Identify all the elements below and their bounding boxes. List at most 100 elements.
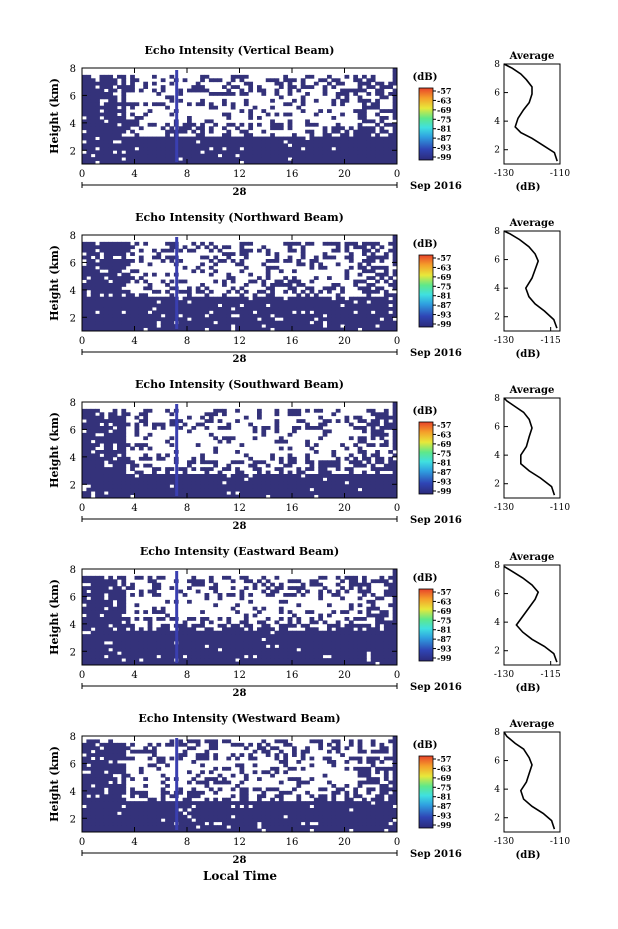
heatmap-cell xyxy=(108,460,114,465)
heatmap-cell xyxy=(191,480,197,485)
heatmap-cell xyxy=(200,644,205,649)
heatmap-cell xyxy=(90,474,96,478)
heatmap-cell xyxy=(143,436,149,441)
heatmap-cell xyxy=(270,122,275,127)
heatmap-cell xyxy=(222,467,227,471)
y-tick-label: 2 xyxy=(70,480,76,491)
heatmap-cell xyxy=(239,818,245,823)
heatmap-cell xyxy=(121,460,127,465)
heatmap-cell xyxy=(108,637,114,642)
heatmap-cell xyxy=(230,276,236,280)
heatmap-cell xyxy=(103,153,109,158)
heatmap-cell xyxy=(274,467,280,471)
heatmap-cell xyxy=(296,821,302,826)
heatmap-cell xyxy=(222,245,227,250)
heatmap-cell xyxy=(340,443,345,447)
profile-x-title: (dB) xyxy=(516,683,541,694)
heatmap-cell xyxy=(112,474,118,478)
heatmap-cell xyxy=(353,109,359,113)
heatmap-cell xyxy=(204,818,210,823)
heatmap-cell xyxy=(331,143,337,148)
heatmap-cell xyxy=(222,112,227,117)
heatmap-cell xyxy=(82,119,87,124)
heatmap-cell xyxy=(252,613,258,618)
heatmap-cell xyxy=(134,422,140,427)
heatmap-cell xyxy=(169,279,175,284)
heatmap-cell xyxy=(130,324,135,328)
profile-x-label: -130 xyxy=(494,169,514,179)
heatmap-cell xyxy=(379,412,385,417)
heatmap-cell xyxy=(375,828,380,833)
heatmap-cell xyxy=(178,589,184,594)
heatmap-cell xyxy=(226,122,232,127)
heatmap-cell xyxy=(318,136,324,141)
heatmap-cell xyxy=(200,647,205,652)
profile-line xyxy=(503,397,556,496)
heatmap-cell xyxy=(130,88,135,93)
heatmap-cell xyxy=(388,634,394,638)
heatmap-cell xyxy=(95,307,100,311)
heatmap-cell xyxy=(222,153,227,158)
heatmap-cell xyxy=(344,74,350,79)
heatmap-cell xyxy=(388,300,394,304)
heatmap-cell xyxy=(200,122,205,127)
heatmap-cell xyxy=(191,579,197,584)
heatmap-cell xyxy=(283,480,289,485)
heatmap-cell xyxy=(362,286,367,291)
heatmap-cell xyxy=(117,248,122,253)
heatmap-cell xyxy=(270,317,275,322)
heatmap-cell xyxy=(318,300,324,304)
heatmap-cell xyxy=(117,310,122,315)
heatmap-cell xyxy=(160,317,166,322)
heatmap-cell xyxy=(239,644,245,649)
heatmap-cell xyxy=(195,480,201,485)
heatmap-cell xyxy=(375,143,380,148)
heatmap-cell xyxy=(82,153,87,158)
heatmap-cell xyxy=(392,405,398,410)
heatmap-cell xyxy=(226,150,232,155)
heatmap-cell xyxy=(265,661,271,666)
heatmap-cell xyxy=(187,153,192,158)
heatmap-cell xyxy=(143,310,149,315)
heatmap-cell xyxy=(265,286,271,291)
heatmap-cell xyxy=(230,296,236,301)
heatmap-cell xyxy=(90,78,96,83)
heatmap-cell xyxy=(121,617,127,621)
heatmap-cell xyxy=(348,422,354,427)
heatmap-cell xyxy=(90,821,96,826)
heatmap-cell xyxy=(125,293,131,298)
heatmap-cell xyxy=(182,245,188,250)
heatmap-cell xyxy=(292,641,297,645)
heatmap-cell xyxy=(178,140,184,144)
heatmap-cell xyxy=(388,828,394,833)
colorbar-label: -99 xyxy=(437,653,452,663)
heatmap-cell xyxy=(82,122,87,127)
heatmap-cell xyxy=(305,157,310,161)
heatmap-cell xyxy=(138,320,144,325)
heatmap-cell xyxy=(103,136,109,141)
heatmap-cell xyxy=(388,85,394,89)
heatmap-cell xyxy=(103,129,109,134)
heatmap-cell xyxy=(90,300,96,304)
heatmap-cell xyxy=(195,133,201,137)
heatmap-cell xyxy=(265,300,271,304)
heatmap-cell xyxy=(261,477,267,482)
heatmap-cell xyxy=(357,439,363,444)
heatmap-cell xyxy=(134,821,140,826)
heatmap-cell xyxy=(125,814,131,819)
heatmap-cell xyxy=(388,477,394,482)
heatmap-cell xyxy=(313,307,319,311)
heatmap-cell xyxy=(147,324,153,328)
heatmap-cell xyxy=(112,262,118,267)
heatmap-cell xyxy=(121,661,127,666)
heatmap-cell xyxy=(392,599,398,604)
heatmap-cell xyxy=(261,654,267,659)
panel-1: Echo Intensity (Northward Beam)2468Heigh… xyxy=(48,211,561,365)
heatmap-cell xyxy=(112,814,118,819)
heatmap-cell xyxy=(300,491,306,495)
heatmap-cell xyxy=(252,484,258,489)
heatmap-cell xyxy=(392,582,398,587)
heatmap-cell xyxy=(252,463,258,468)
heatmap-cell xyxy=(147,303,153,308)
heatmap-cell xyxy=(95,109,100,113)
